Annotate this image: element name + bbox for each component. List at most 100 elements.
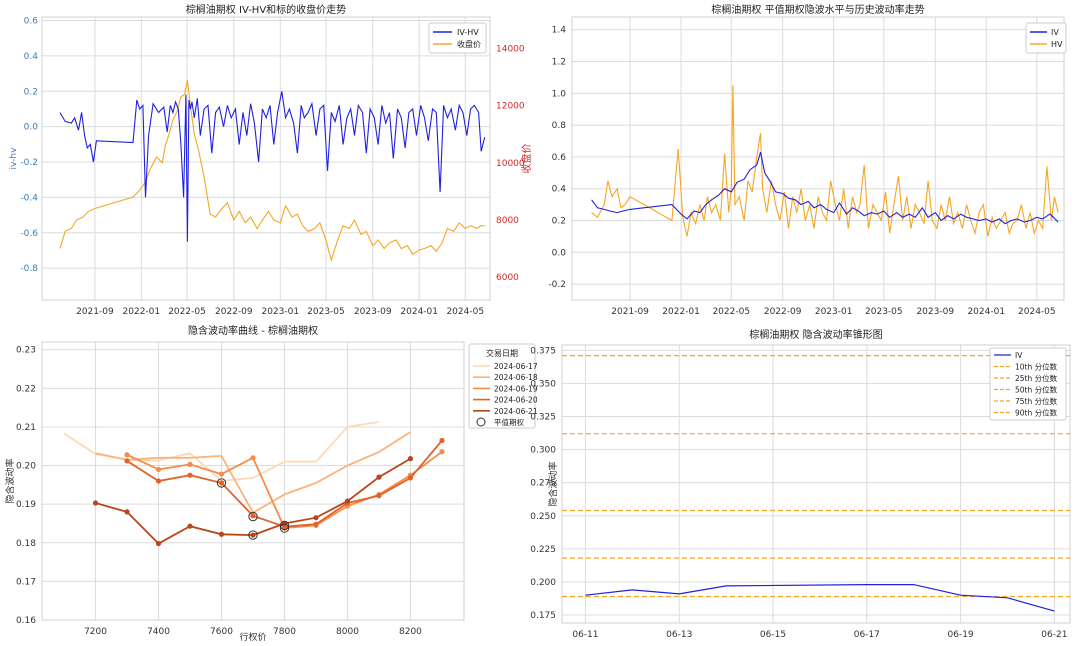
smile-point — [250, 513, 256, 519]
legend-label: 2024-06-19 — [494, 384, 538, 393]
legend-label: HV — [1051, 40, 1063, 49]
legend-label: 2024-06-20 — [494, 396, 538, 405]
plot-frame — [41, 341, 465, 621]
smile-point — [124, 509, 130, 515]
chart-title: 棕榈油期权 平值期权隐波水平与历史波动率走势 — [711, 3, 924, 16]
y-tick-label: 0.250 — [530, 512, 556, 522]
y-tick-label: 0.2 — [552, 217, 566, 227]
plot-frame — [41, 16, 491, 301]
legend: IV-HV 收盘价 — [428, 22, 487, 54]
y-tick-label: 0.20 — [16, 462, 36, 472]
y-tick-label: 0.0 — [24, 123, 39, 133]
x-tick-label: 2023-01 — [815, 307, 853, 317]
smile-point — [187, 461, 193, 467]
y-tick-label: 1.4 — [552, 26, 567, 36]
x-tick-label: 06-15 — [760, 630, 786, 640]
y-tick-label: 0.350 — [530, 379, 556, 389]
smile-point — [313, 521, 319, 527]
y-tick-label: 0.2 — [24, 87, 38, 97]
y2-tick-label: 6000 — [496, 273, 519, 283]
x-tick-label: 2022-01 — [123, 307, 161, 317]
legend-label: 平值期权 — [494, 417, 524, 427]
smile-point — [218, 480, 225, 486]
chart-iv-cone: 06-11 06-13 06-15 06-17 06-19 06-21 0.175 0.200… — [530, 328, 1071, 640]
chart-title: 隐含波动率曲线 - 棕榈油期权 — [188, 324, 318, 337]
smile-point — [218, 531, 225, 537]
iv-series-line — [591, 151, 1059, 225]
y2-tick-label: 14000 — [496, 44, 525, 54]
smile-point — [313, 515, 319, 521]
legend-box — [428, 22, 487, 54]
x-tick-label: 2023-09 — [354, 307, 392, 317]
y-tick-label: 0.6 — [552, 153, 567, 163]
y-tick-label: 0.375 — [530, 346, 556, 356]
smile-point — [92, 500, 99, 506]
x-tick-label: 2024-05 — [446, 307, 484, 317]
y-tick-label: 1.0 — [552, 89, 567, 99]
legend-box — [468, 343, 536, 429]
y-tick-label: 0.275 — [530, 479, 556, 489]
smile-point — [124, 452, 130, 458]
y2-tick-label: 12000 — [496, 102, 525, 112]
atm-marker — [216, 478, 227, 488]
atm-marker — [248, 530, 258, 540]
smile-point — [155, 466, 162, 473]
y-tick-label: 0.0 — [552, 248, 567, 258]
y-tick-label: 0.16 — [16, 616, 36, 626]
y2-tick-label: 10000 — [496, 159, 525, 169]
y-tick-label: 0.17 — [16, 577, 36, 587]
x-tick-label: 2022-05 — [712, 307, 750, 317]
chart-iv-hv-price: 2021-09 2022-01 2022-05 2022-09 2023-01 2023-… — [9, 3, 533, 317]
y-tick-label: 0.19 — [16, 500, 36, 510]
plot-frame — [561, 344, 1071, 624]
smile-point — [439, 437, 445, 444]
legend-swatch-atm — [476, 417, 486, 427]
x-axis-label: 行权价 — [239, 631, 266, 643]
x-tick-label: 8200 — [399, 627, 422, 637]
atm-marker — [279, 520, 290, 531]
x-tick-label: 2022-05 — [168, 307, 206, 317]
legend-label: IV — [1015, 351, 1023, 360]
y-tick-label: 0.175 — [530, 611, 556, 621]
y-tick-label: 1.2 — [552, 58, 566, 68]
chart-iv-smile: 7200 7400 7600 7800 8000 8200 0.16 0.17 0.18 0.19… — [4, 324, 538, 643]
y-tick-label: -0.2 — [548, 280, 566, 290]
legend-label: IV-HV — [457, 28, 479, 37]
smile-point — [250, 455, 256, 461]
y-axis-label: 隐含波动率 — [4, 458, 16, 503]
chart-iv-hv-levels: 2021-09 2022-01 2022-05 2022-09 2023-01 2023-… — [548, 3, 1067, 317]
chart-title: 棕榈油期权 隐含波动率锥形图 — [749, 328, 882, 341]
x-tick-label: 2021-09 — [611, 307, 649, 317]
smile-point — [187, 523, 193, 529]
y-tick-label: 0.22 — [16, 384, 36, 394]
x-tick-label: 06-13 — [666, 630, 692, 640]
legend-label: 2024-06-21 — [494, 407, 538, 416]
x-tick-label: 2021-09 — [76, 307, 114, 317]
x-tick-label: 2022-09 — [764, 307, 802, 317]
legend: IV HV — [1025, 22, 1067, 54]
atm-marker — [279, 523, 290, 533]
legend-box — [1025, 22, 1067, 54]
x-tick-label: 06-17 — [854, 630, 880, 640]
smile-point — [376, 474, 382, 480]
x-tick-label: 2024-01 — [400, 307, 438, 317]
y-tick-label: 0.23 — [16, 346, 36, 356]
x-tick-label: 2024-01 — [967, 307, 1005, 317]
smile-point — [250, 532, 256, 538]
smile-point — [376, 493, 382, 499]
iv-hv-series-line — [59, 91, 486, 242]
y-axis-label: 隐含波动率 — [547, 461, 559, 506]
legend-label: IV — [1051, 28, 1059, 37]
y-tick-label: 0.21 — [16, 423, 36, 433]
legend-title: 交易日期 — [486, 348, 518, 358]
y-tick-label: 0.200 — [530, 578, 556, 588]
y-tick-label: -0.6 — [20, 229, 38, 239]
y-tick-label: 0.8 — [552, 121, 567, 131]
smile-point — [155, 478, 162, 484]
x-tick-label: 2022-01 — [662, 307, 700, 317]
legend-label: 2024-06-18 — [494, 373, 538, 382]
smile-point — [218, 471, 225, 477]
legend: 交易日期 2024-06-17 2024-06-18 2024-06-19 2024-0… — [468, 343, 538, 429]
